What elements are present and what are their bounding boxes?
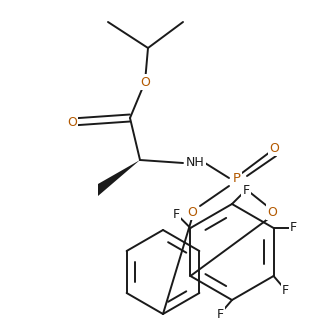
Text: NH: NH (186, 157, 204, 169)
Text: O: O (140, 76, 150, 88)
Text: F: F (173, 207, 180, 220)
Text: O: O (67, 115, 77, 129)
Text: P: P (233, 172, 241, 184)
Text: F: F (216, 308, 224, 319)
Text: F: F (243, 183, 249, 197)
Text: O: O (269, 142, 279, 154)
Text: O: O (267, 205, 277, 219)
Text: O: O (187, 205, 197, 219)
Text: F: F (290, 221, 297, 234)
Polygon shape (98, 160, 140, 196)
Text: F: F (282, 284, 289, 296)
